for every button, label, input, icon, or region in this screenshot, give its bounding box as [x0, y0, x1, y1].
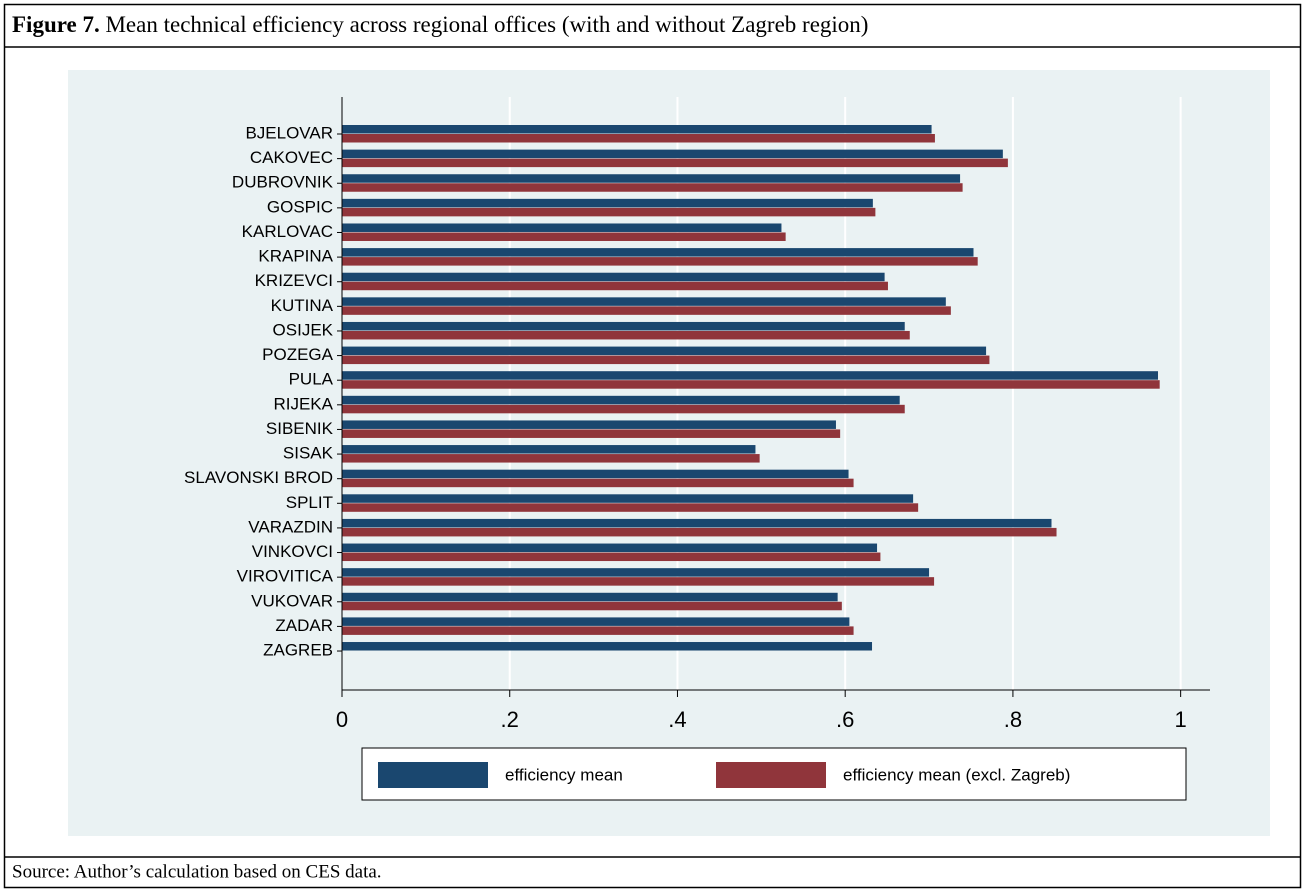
bar — [342, 454, 760, 463]
bar — [342, 371, 1159, 380]
legend-swatch — [716, 762, 826, 788]
y-tick-label: ZADAR — [275, 616, 333, 635]
bar — [342, 297, 946, 306]
bar — [342, 642, 873, 651]
y-tick-label: PULA — [289, 370, 334, 389]
bar — [342, 478, 854, 488]
bar — [342, 617, 850, 626]
y-tick-label: KRIZEVCI — [255, 271, 333, 290]
y-tick-label: KRAPINA — [258, 247, 333, 266]
bar — [342, 223, 782, 232]
bar — [342, 404, 905, 414]
title-text: Mean technical efficiency across regiona… — [105, 12, 868, 37]
bar — [342, 543, 878, 553]
y-tick-label: GOSPIC — [267, 197, 333, 216]
figure-label: Figure 7. — [12, 12, 100, 37]
y-tick-label: BJELOVAR — [245, 123, 333, 142]
bar — [342, 248, 974, 257]
bar — [342, 445, 756, 454]
bar — [342, 281, 888, 291]
bar — [342, 134, 935, 143]
y-tick-label: VUKOVAR — [251, 591, 333, 610]
bar — [342, 321, 905, 331]
bar — [342, 330, 910, 340]
y-tick-label: ZAGREB — [263, 641, 333, 660]
bar — [342, 306, 951, 315]
y-tick-label: SLAVONSKI BROD — [184, 468, 333, 487]
bar — [342, 592, 838, 602]
y-tick-label: VARAZDIN — [248, 517, 333, 536]
x-tick-label: 1 — [1175, 707, 1187, 732]
x-tick-label: 0 — [336, 707, 348, 732]
source: Source: Author’s calculation based on CE… — [12, 861, 382, 882]
bar — [342, 626, 854, 635]
y-tick-label: POZEGA — [262, 345, 334, 364]
bar — [342, 577, 935, 586]
bar — [342, 207, 876, 217]
bar — [342, 125, 932, 134]
y-tick-label: OSIJEK — [273, 320, 334, 339]
bar — [342, 395, 900, 405]
bar — [342, 272, 885, 282]
y-tick-label: VINKOVCI — [252, 542, 333, 561]
bar — [342, 527, 1057, 537]
bar — [342, 198, 873, 208]
bar — [342, 346, 987, 356]
bar — [342, 420, 836, 429]
title: Figure 7. Mean technical efficiency acro… — [12, 12, 868, 37]
bar — [342, 174, 961, 183]
legend-swatch — [378, 762, 488, 788]
bar — [342, 149, 1003, 159]
y-tick-label: RIJEKA — [273, 394, 333, 413]
bar — [342, 469, 849, 479]
bar — [342, 232, 786, 241]
bar — [342, 568, 930, 577]
bar — [342, 601, 842, 611]
y-tick-label: SISAK — [283, 444, 334, 463]
bar — [342, 494, 914, 503]
x-tick-label: .8 — [1004, 707, 1022, 732]
bar — [342, 503, 919, 512]
x-tick-label: .6 — [836, 707, 854, 732]
legend-label: efficiency mean (excl. Zagreb) — [843, 765, 1070, 784]
legend-label: efficiency mean — [505, 765, 623, 784]
bar — [342, 257, 978, 266]
y-tick-label: SPLIT — [286, 493, 333, 512]
x-tick-label: .4 — [668, 707, 686, 732]
bar — [342, 183, 963, 192]
y-tick-label: DUBROVNIK — [232, 173, 334, 192]
bar — [342, 380, 1160, 389]
y-tick-label: SIBENIK — [266, 419, 334, 438]
y-tick-label: KUTINA — [271, 296, 334, 315]
x-tick-label: .2 — [501, 707, 519, 732]
y-tick-label: KARLOVAC — [242, 222, 333, 241]
y-tick-label: CAKOVEC — [250, 148, 333, 167]
y-tick-label: VIROVITICA — [237, 567, 334, 586]
bar — [342, 518, 1052, 528]
bar — [342, 355, 990, 365]
bar — [342, 158, 1008, 168]
bar — [342, 552, 881, 562]
bar — [342, 429, 841, 438]
